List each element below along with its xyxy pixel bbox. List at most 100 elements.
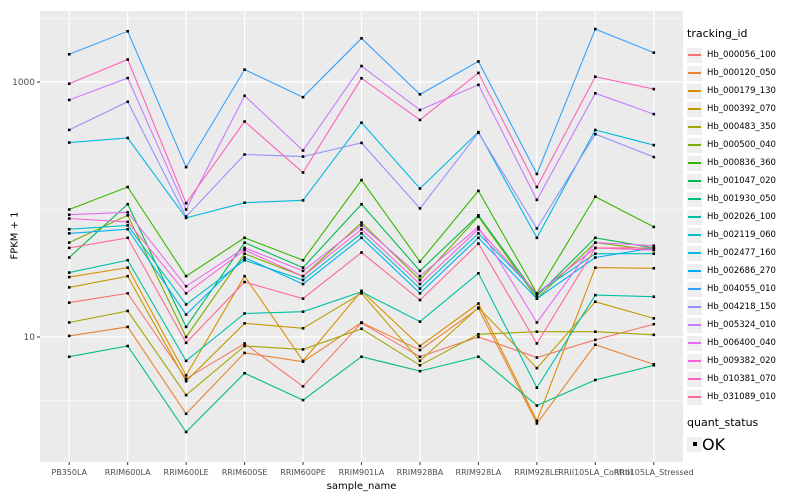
data-point bbox=[360, 227, 363, 231]
data-point bbox=[184, 284, 188, 288]
data-point bbox=[418, 320, 422, 323]
legend-item-label: Hb_000836_360 bbox=[707, 158, 776, 168]
data-point bbox=[418, 348, 422, 352]
legend-item-label: Hb_001047_020 bbox=[707, 176, 776, 186]
legend-item-label: Hb_031089_010 bbox=[707, 392, 776, 402]
data-point bbox=[126, 258, 129, 262]
data-point bbox=[535, 172, 539, 176]
legend-item: Hb_009382_020 bbox=[687, 352, 776, 370]
data-point bbox=[360, 321, 363, 324]
data-point bbox=[477, 271, 480, 275]
legend-key bbox=[687, 281, 702, 297]
data-point bbox=[418, 260, 422, 263]
data-point bbox=[301, 171, 305, 174]
black-square-marker-icon bbox=[692, 442, 697, 446]
legend-key bbox=[687, 245, 702, 261]
legend-line-swatch-icon bbox=[688, 396, 701, 398]
data-point bbox=[301, 155, 305, 158]
data-point bbox=[243, 201, 246, 205]
legend-item: Hb_004055_010 bbox=[687, 280, 776, 298]
legend-item-label: Hb_002026_100 bbox=[707, 212, 776, 222]
data-point bbox=[184, 335, 188, 339]
y-tick-label: 1000 bbox=[12, 78, 35, 88]
data-point bbox=[184, 313, 188, 316]
legend-item-label: Hb_010381_070 bbox=[707, 374, 776, 384]
legend-line-swatch-icon bbox=[688, 216, 701, 218]
data-point bbox=[243, 342, 246, 345]
data-point bbox=[301, 269, 305, 273]
data-point bbox=[477, 60, 480, 63]
data-point bbox=[301, 149, 305, 152]
legend-line-swatch-icon bbox=[688, 108, 701, 110]
data-point bbox=[301, 258, 305, 262]
data-point bbox=[418, 269, 422, 273]
data-point bbox=[652, 155, 656, 159]
data-point bbox=[535, 404, 539, 407]
data-point bbox=[594, 378, 597, 382]
data-point bbox=[477, 302, 480, 305]
data-point bbox=[594, 236, 597, 240]
legend-item: Hb_002119_060 bbox=[687, 226, 776, 244]
data-point bbox=[67, 141, 71, 144]
data-point bbox=[301, 199, 305, 202]
legend-item: Hb_002026_100 bbox=[687, 208, 776, 226]
legend-key bbox=[687, 65, 702, 81]
data-point bbox=[535, 292, 539, 295]
data-point bbox=[243, 322, 246, 325]
data-point bbox=[652, 112, 656, 116]
legend-line-swatch-icon bbox=[688, 270, 701, 272]
data-point bbox=[535, 356, 539, 359]
data-point bbox=[594, 128, 597, 132]
quant-status-label: OK bbox=[702, 434, 726, 454]
legend-line-swatch-icon bbox=[688, 252, 701, 254]
legend-item: Hb_005324_010 bbox=[687, 316, 776, 334]
legend-item: Hb_000836_360 bbox=[687, 154, 776, 172]
data-point bbox=[594, 266, 597, 269]
data-point bbox=[301, 385, 305, 388]
data-point bbox=[477, 225, 480, 229]
data-point bbox=[418, 187, 422, 190]
data-point bbox=[535, 227, 539, 230]
legend-key bbox=[687, 173, 702, 189]
data-point bbox=[418, 118, 422, 122]
x-tick-label: RRIM600PE bbox=[280, 468, 326, 477]
data-point bbox=[67, 246, 71, 250]
data-point bbox=[594, 27, 597, 31]
data-point bbox=[126, 266, 129, 269]
data-point bbox=[477, 332, 480, 336]
data-point bbox=[184, 377, 188, 381]
data-point bbox=[126, 344, 129, 348]
data-point bbox=[360, 292, 363, 295]
legend-key bbox=[687, 155, 702, 171]
legend-item: Hb_000392_070 bbox=[687, 100, 776, 118]
data-point bbox=[418, 369, 422, 373]
data-point bbox=[126, 224, 129, 227]
data-point bbox=[243, 252, 246, 256]
data-point bbox=[301, 278, 305, 282]
data-point bbox=[301, 282, 305, 286]
legend-key bbox=[687, 209, 702, 225]
legend-item: Hb_002477_160 bbox=[687, 244, 776, 262]
data-point bbox=[535, 321, 539, 324]
legend-line-swatch-icon bbox=[688, 90, 701, 92]
data-point bbox=[243, 120, 246, 123]
data-point bbox=[477, 71, 480, 75]
legend-line-swatch-icon bbox=[688, 342, 701, 344]
data-point bbox=[67, 275, 71, 279]
data-point bbox=[360, 141, 363, 145]
legend-item-label: Hb_000179_130 bbox=[707, 86, 776, 96]
legend-item: Hb_006400_040 bbox=[687, 334, 776, 352]
data-point bbox=[418, 287, 422, 290]
data-point bbox=[360, 327, 363, 331]
data-point bbox=[67, 271, 71, 274]
data-point bbox=[184, 215, 188, 218]
data-point bbox=[652, 87, 656, 91]
data-point bbox=[360, 355, 363, 359]
data-point bbox=[535, 419, 539, 423]
legend-line-swatch-icon bbox=[688, 72, 701, 74]
legend-item: Hb_031089_010 bbox=[687, 388, 776, 406]
data-point bbox=[301, 327, 305, 330]
data-point bbox=[67, 355, 71, 359]
legend-item: Hb_002686_270 bbox=[687, 262, 776, 280]
